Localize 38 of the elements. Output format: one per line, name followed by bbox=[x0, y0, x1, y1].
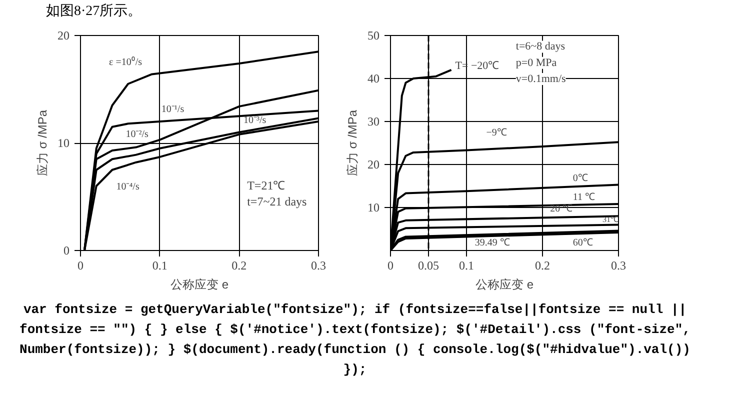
series-label: 11 ℃ bbox=[572, 192, 596, 203]
series-label: 39.49 ℃ bbox=[474, 237, 510, 248]
x-tick-label: 0.1 bbox=[152, 258, 168, 272]
x-tick-label: 0.3 bbox=[611, 258, 626, 272]
series-label: 0℃ bbox=[572, 172, 588, 184]
x-tick-label: 0.05 bbox=[418, 258, 439, 272]
x-tick-label: 0 bbox=[78, 258, 84, 272]
series-label: 10⁻²/s bbox=[126, 128, 148, 140]
x-tick-label: 0.2 bbox=[232, 258, 247, 272]
annotation: T=21℃ bbox=[247, 178, 286, 192]
y-axis-title: 应力 σ /MPa bbox=[346, 110, 360, 176]
series-label: 60℃ bbox=[572, 237, 593, 248]
x-tick-label: 0.1 bbox=[459, 258, 474, 272]
x-tick-label: 0.3 bbox=[311, 258, 326, 272]
series-label: 10⁻¹/s bbox=[161, 104, 184, 116]
y-tick-label: 20 bbox=[368, 158, 380, 172]
chart-title: 如图8·27所示。 bbox=[46, 2, 142, 21]
x-tick-label: 0.2 bbox=[535, 258, 550, 272]
annotation: p=0 MPa bbox=[516, 56, 557, 69]
annotation: t=6~8 days bbox=[516, 40, 566, 53]
y-tick-label: 0 bbox=[64, 244, 70, 258]
y-tick-label: 10 bbox=[368, 200, 380, 214]
annotation: t=7~21 days bbox=[247, 194, 308, 209]
series-label: ε =10⁰/s bbox=[109, 56, 142, 68]
series-label: 10⁻⁴/s bbox=[116, 181, 140, 192]
y-axis-title: 应力 σ /MPa bbox=[36, 110, 50, 176]
annotation: v=0.1mm/s bbox=[516, 72, 566, 85]
text: var fontsize = getQueryVariable("fontsize"); if (fontsize==false||fontsize == null || fontsize == "") { } else { $('#notice').text(fontsize); $('#Detail').css ("font-size", Number(fontsize)); } $(document).ready(function () { console.log($("#hidvalue").val()) }); bbox=[18, 301, 692, 379]
x-axis-title: 公称应变 e bbox=[475, 278, 534, 292]
x-tick-label: 0 bbox=[388, 258, 394, 272]
y-tick-label: 20 bbox=[58, 28, 70, 42]
y-tick-label: 30 bbox=[368, 114, 380, 128]
series-label: −9℃ bbox=[486, 128, 507, 139]
y-tick-label: 40 bbox=[368, 72, 380, 86]
y-tick-label: 10 bbox=[58, 136, 70, 150]
y-tick-label: 50 bbox=[368, 28, 380, 42]
series-label: 10⁻³/s bbox=[244, 114, 266, 126]
x-axis-title: 公称应变 e bbox=[170, 278, 229, 292]
